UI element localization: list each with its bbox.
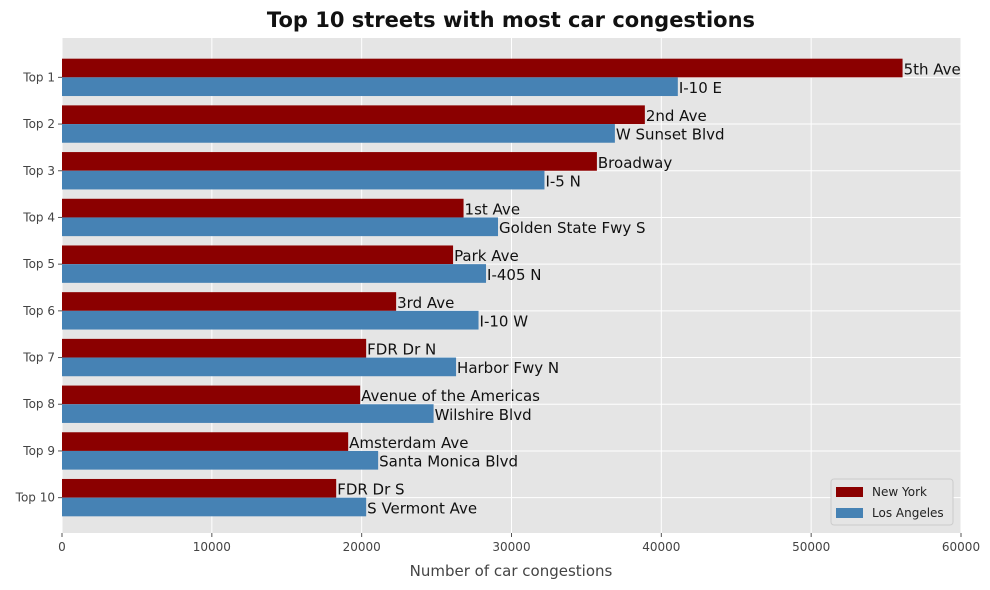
- bar-street-label: 5th Ave: [904, 60, 961, 78]
- y-axis-ticks: Top 1 Top 2 Top 3 Top 4 Top 5 Top 6 Top 7 Top 8…: [15, 70, 62, 505]
- x-tick-label: 40000: [642, 540, 680, 554]
- bar-los-angeles: [62, 77, 678, 97]
- x-tick-label: 60000: [942, 540, 980, 554]
- bar-street-label: Golden State Fwy S: [499, 219, 646, 237]
- bar-street-label: I-405 N: [487, 266, 541, 284]
- bar-street-label: Wilshire Blvd: [435, 406, 532, 424]
- bar-new-york: [62, 58, 903, 78]
- bar-new-york: [62, 338, 367, 358]
- y-tick-label: Top 6: [22, 304, 55, 318]
- bars: [62, 58, 903, 517]
- bar-los-angeles: [62, 264, 487, 283]
- bar-street-label: Avenue of the Americas: [361, 387, 540, 405]
- bar-new-york: [62, 105, 645, 125]
- y-tick-label: Top 10: [15, 491, 55, 505]
- bar-new-york: [62, 198, 464, 218]
- x-axis-label: Number of car congestions: [410, 562, 613, 580]
- legend-swatch: [836, 508, 863, 518]
- bar-los-angeles: [62, 217, 499, 237]
- y-tick-label: Top 4: [22, 210, 55, 224]
- legend[interactable]: New York Los Angeles: [830, 478, 954, 526]
- bar-street-label: I-10 E: [679, 79, 722, 97]
- y-tick-label: Top 5: [22, 257, 55, 271]
- bar-new-york: [62, 245, 454, 265]
- x-tick-label: 10000: [193, 540, 231, 554]
- x-tick-label: 50000: [792, 540, 830, 554]
- bar-los-angeles: [62, 450, 379, 470]
- bar-street-label: W Sunset Blvd: [616, 126, 725, 144]
- bar-street-label: FDR Dr N: [367, 341, 436, 359]
- bar-street-label: 2nd Ave: [646, 107, 707, 125]
- bar-new-york: [62, 292, 397, 311]
- bar-street-label: FDR Dr S: [337, 481, 404, 499]
- y-tick-label: Top 1: [22, 70, 55, 84]
- bar-los-angeles: [62, 170, 545, 190]
- bar-street-label: 1st Ave: [465, 200, 521, 218]
- bar-street-label: Amsterdam Ave: [349, 434, 468, 452]
- bar-street-label: Broadway: [598, 154, 672, 172]
- bar-new-york: [62, 478, 337, 498]
- legend-swatch: [836, 487, 863, 497]
- bar-los-angeles: [62, 357, 457, 377]
- x-tick-label: 20000: [343, 540, 381, 554]
- legend-label: New York: [872, 485, 927, 499]
- y-tick-label: Top 7: [22, 351, 55, 365]
- y-tick-label: Top 8: [22, 397, 55, 411]
- bar-new-york: [62, 152, 597, 171]
- bar-street-label: Park Ave: [454, 247, 519, 265]
- y-tick-label: Top 9: [22, 444, 55, 458]
- bar-street-label: I-10 W: [480, 313, 529, 331]
- bar-los-angeles: [62, 404, 434, 423]
- bar-street-label: I-5 N: [545, 172, 580, 190]
- bar-new-york: [62, 432, 349, 451]
- bar-street-label: Santa Monica Blvd: [379, 453, 518, 471]
- y-tick-label: Top 2: [22, 117, 55, 131]
- x-axis-ticks: 0 10000 20000 30000 40000 50000 60000: [58, 533, 980, 554]
- bar-new-york: [62, 385, 361, 405]
- bar-los-angeles: [62, 497, 367, 517]
- x-tick-label: 30000: [492, 540, 530, 554]
- bar-street-label: Harbor Fwy N: [457, 359, 559, 377]
- x-tick-label: 0: [58, 540, 66, 554]
- bar-los-angeles: [62, 124, 615, 143]
- bar-street-label: 3rd Ave: [397, 294, 454, 312]
- bar-los-angeles: [62, 310, 479, 330]
- y-tick-label: Top 3: [22, 164, 55, 178]
- legend-label: Los Angeles: [872, 506, 944, 520]
- chart-title: Top 10 streets with most car congestions: [267, 8, 755, 32]
- bar-street-label: S Vermont Ave: [367, 499, 477, 517]
